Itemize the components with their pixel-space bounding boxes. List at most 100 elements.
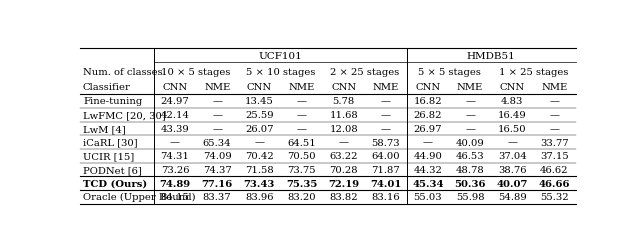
Text: 73.26: 73.26 xyxy=(161,165,189,174)
Text: 10 × 5 stages: 10 × 5 stages xyxy=(161,68,231,77)
Text: 12.08: 12.08 xyxy=(329,124,358,133)
Text: —: — xyxy=(381,97,391,106)
Text: 26.82: 26.82 xyxy=(413,111,442,120)
Text: 44.32: 44.32 xyxy=(413,165,442,174)
Text: 70.42: 70.42 xyxy=(245,152,274,161)
Text: 37.04: 37.04 xyxy=(498,152,527,161)
Text: 16.50: 16.50 xyxy=(498,124,527,133)
Text: CNN: CNN xyxy=(500,83,525,92)
Text: —: — xyxy=(465,111,475,120)
Text: 42.14: 42.14 xyxy=(161,111,189,120)
Text: 5.78: 5.78 xyxy=(333,97,355,106)
Text: Oracle (Upper Bound): Oracle (Upper Bound) xyxy=(83,192,196,201)
Text: 83.96: 83.96 xyxy=(245,192,273,201)
Text: —: — xyxy=(296,111,307,120)
Text: iCaRL [30]: iCaRL [30] xyxy=(83,138,138,147)
Text: HMDB51: HMDB51 xyxy=(467,52,516,61)
Text: 38.76: 38.76 xyxy=(498,165,527,174)
Text: —: — xyxy=(212,124,222,133)
Text: 40.07: 40.07 xyxy=(497,179,528,188)
Text: 40.09: 40.09 xyxy=(456,138,484,147)
Text: 43.39: 43.39 xyxy=(161,124,189,133)
Text: 83.37: 83.37 xyxy=(203,192,232,201)
Text: 83.82: 83.82 xyxy=(330,192,358,201)
Text: 55.03: 55.03 xyxy=(413,192,442,201)
Text: NME: NME xyxy=(372,83,399,92)
Text: 64.51: 64.51 xyxy=(287,138,316,147)
Text: 46.66: 46.66 xyxy=(539,179,570,188)
Text: 26.07: 26.07 xyxy=(245,124,273,133)
Text: 83.20: 83.20 xyxy=(287,192,316,201)
Text: 26.97: 26.97 xyxy=(413,124,442,133)
Text: 5 × 5 stages: 5 × 5 stages xyxy=(417,68,481,77)
Text: 72.19: 72.19 xyxy=(328,179,359,188)
Text: 46.62: 46.62 xyxy=(540,165,569,174)
Text: 71.58: 71.58 xyxy=(245,165,274,174)
Text: CNN: CNN xyxy=(247,83,272,92)
Text: 16.49: 16.49 xyxy=(498,111,527,120)
Text: Classifier: Classifier xyxy=(83,83,131,92)
Text: —: — xyxy=(170,138,180,147)
Text: 1 × 25 stages: 1 × 25 stages xyxy=(499,68,568,77)
Text: 77.16: 77.16 xyxy=(202,179,233,188)
Text: 46.53: 46.53 xyxy=(456,152,484,161)
Text: 74.37: 74.37 xyxy=(203,165,232,174)
Text: CNN: CNN xyxy=(415,83,440,92)
Text: TCD (Ours): TCD (Ours) xyxy=(83,179,147,188)
Text: 2 × 25 stages: 2 × 25 stages xyxy=(330,68,399,77)
Text: —: — xyxy=(296,124,307,133)
Text: NME: NME xyxy=(204,83,230,92)
Text: 74.89: 74.89 xyxy=(159,179,191,188)
Text: 83.16: 83.16 xyxy=(371,192,400,201)
Text: Num. of classes: Num. of classes xyxy=(83,68,163,77)
Text: 74.31: 74.31 xyxy=(161,152,189,161)
Text: CNN: CNN xyxy=(331,83,356,92)
Text: —: — xyxy=(423,138,433,147)
Text: 54.89: 54.89 xyxy=(498,192,527,201)
Text: LwFMC [20, 30]: LwFMC [20, 30] xyxy=(83,111,166,120)
Text: 55.98: 55.98 xyxy=(456,192,484,201)
Text: 70.50: 70.50 xyxy=(287,152,316,161)
Text: —: — xyxy=(212,111,222,120)
Text: —: — xyxy=(549,111,559,120)
Text: 65.34: 65.34 xyxy=(203,138,232,147)
Text: NME: NME xyxy=(457,83,483,92)
Text: 16.82: 16.82 xyxy=(413,97,442,106)
Text: 50.36: 50.36 xyxy=(454,179,486,188)
Text: 13.45: 13.45 xyxy=(245,97,274,106)
Text: NME: NME xyxy=(289,83,315,92)
Text: 5 × 10 stages: 5 × 10 stages xyxy=(246,68,315,77)
Text: 84.15: 84.15 xyxy=(161,192,189,201)
Text: 74.09: 74.09 xyxy=(203,152,232,161)
Text: 37.15: 37.15 xyxy=(540,152,569,161)
Text: 58.73: 58.73 xyxy=(371,138,400,147)
Text: 71.87: 71.87 xyxy=(371,165,400,174)
Text: 64.00: 64.00 xyxy=(371,152,400,161)
Text: —: — xyxy=(381,111,391,120)
Text: 63.22: 63.22 xyxy=(330,152,358,161)
Text: CNN: CNN xyxy=(163,83,188,92)
Text: 33.77: 33.77 xyxy=(540,138,569,147)
Text: —: — xyxy=(381,124,391,133)
Text: 70.28: 70.28 xyxy=(330,165,358,174)
Text: 4.83: 4.83 xyxy=(501,97,524,106)
Text: —: — xyxy=(465,97,475,106)
Text: 55.32: 55.32 xyxy=(540,192,569,201)
Text: —: — xyxy=(508,138,517,147)
Text: 24.97: 24.97 xyxy=(161,97,189,106)
Text: 44.90: 44.90 xyxy=(413,152,442,161)
Text: —: — xyxy=(465,124,475,133)
Text: —: — xyxy=(212,97,222,106)
Text: 75.35: 75.35 xyxy=(286,179,317,188)
Text: UCF101: UCF101 xyxy=(259,52,302,61)
Text: —: — xyxy=(339,138,349,147)
Text: NME: NME xyxy=(541,83,568,92)
Text: LwM [4]: LwM [4] xyxy=(83,124,125,133)
Text: 25.59: 25.59 xyxy=(245,111,274,120)
Text: 45.34: 45.34 xyxy=(412,179,444,188)
Text: 48.78: 48.78 xyxy=(456,165,484,174)
Text: —: — xyxy=(254,138,264,147)
Text: 73.75: 73.75 xyxy=(287,165,316,174)
Text: PODNet [6]: PODNet [6] xyxy=(83,165,141,174)
Text: 73.43: 73.43 xyxy=(244,179,275,188)
